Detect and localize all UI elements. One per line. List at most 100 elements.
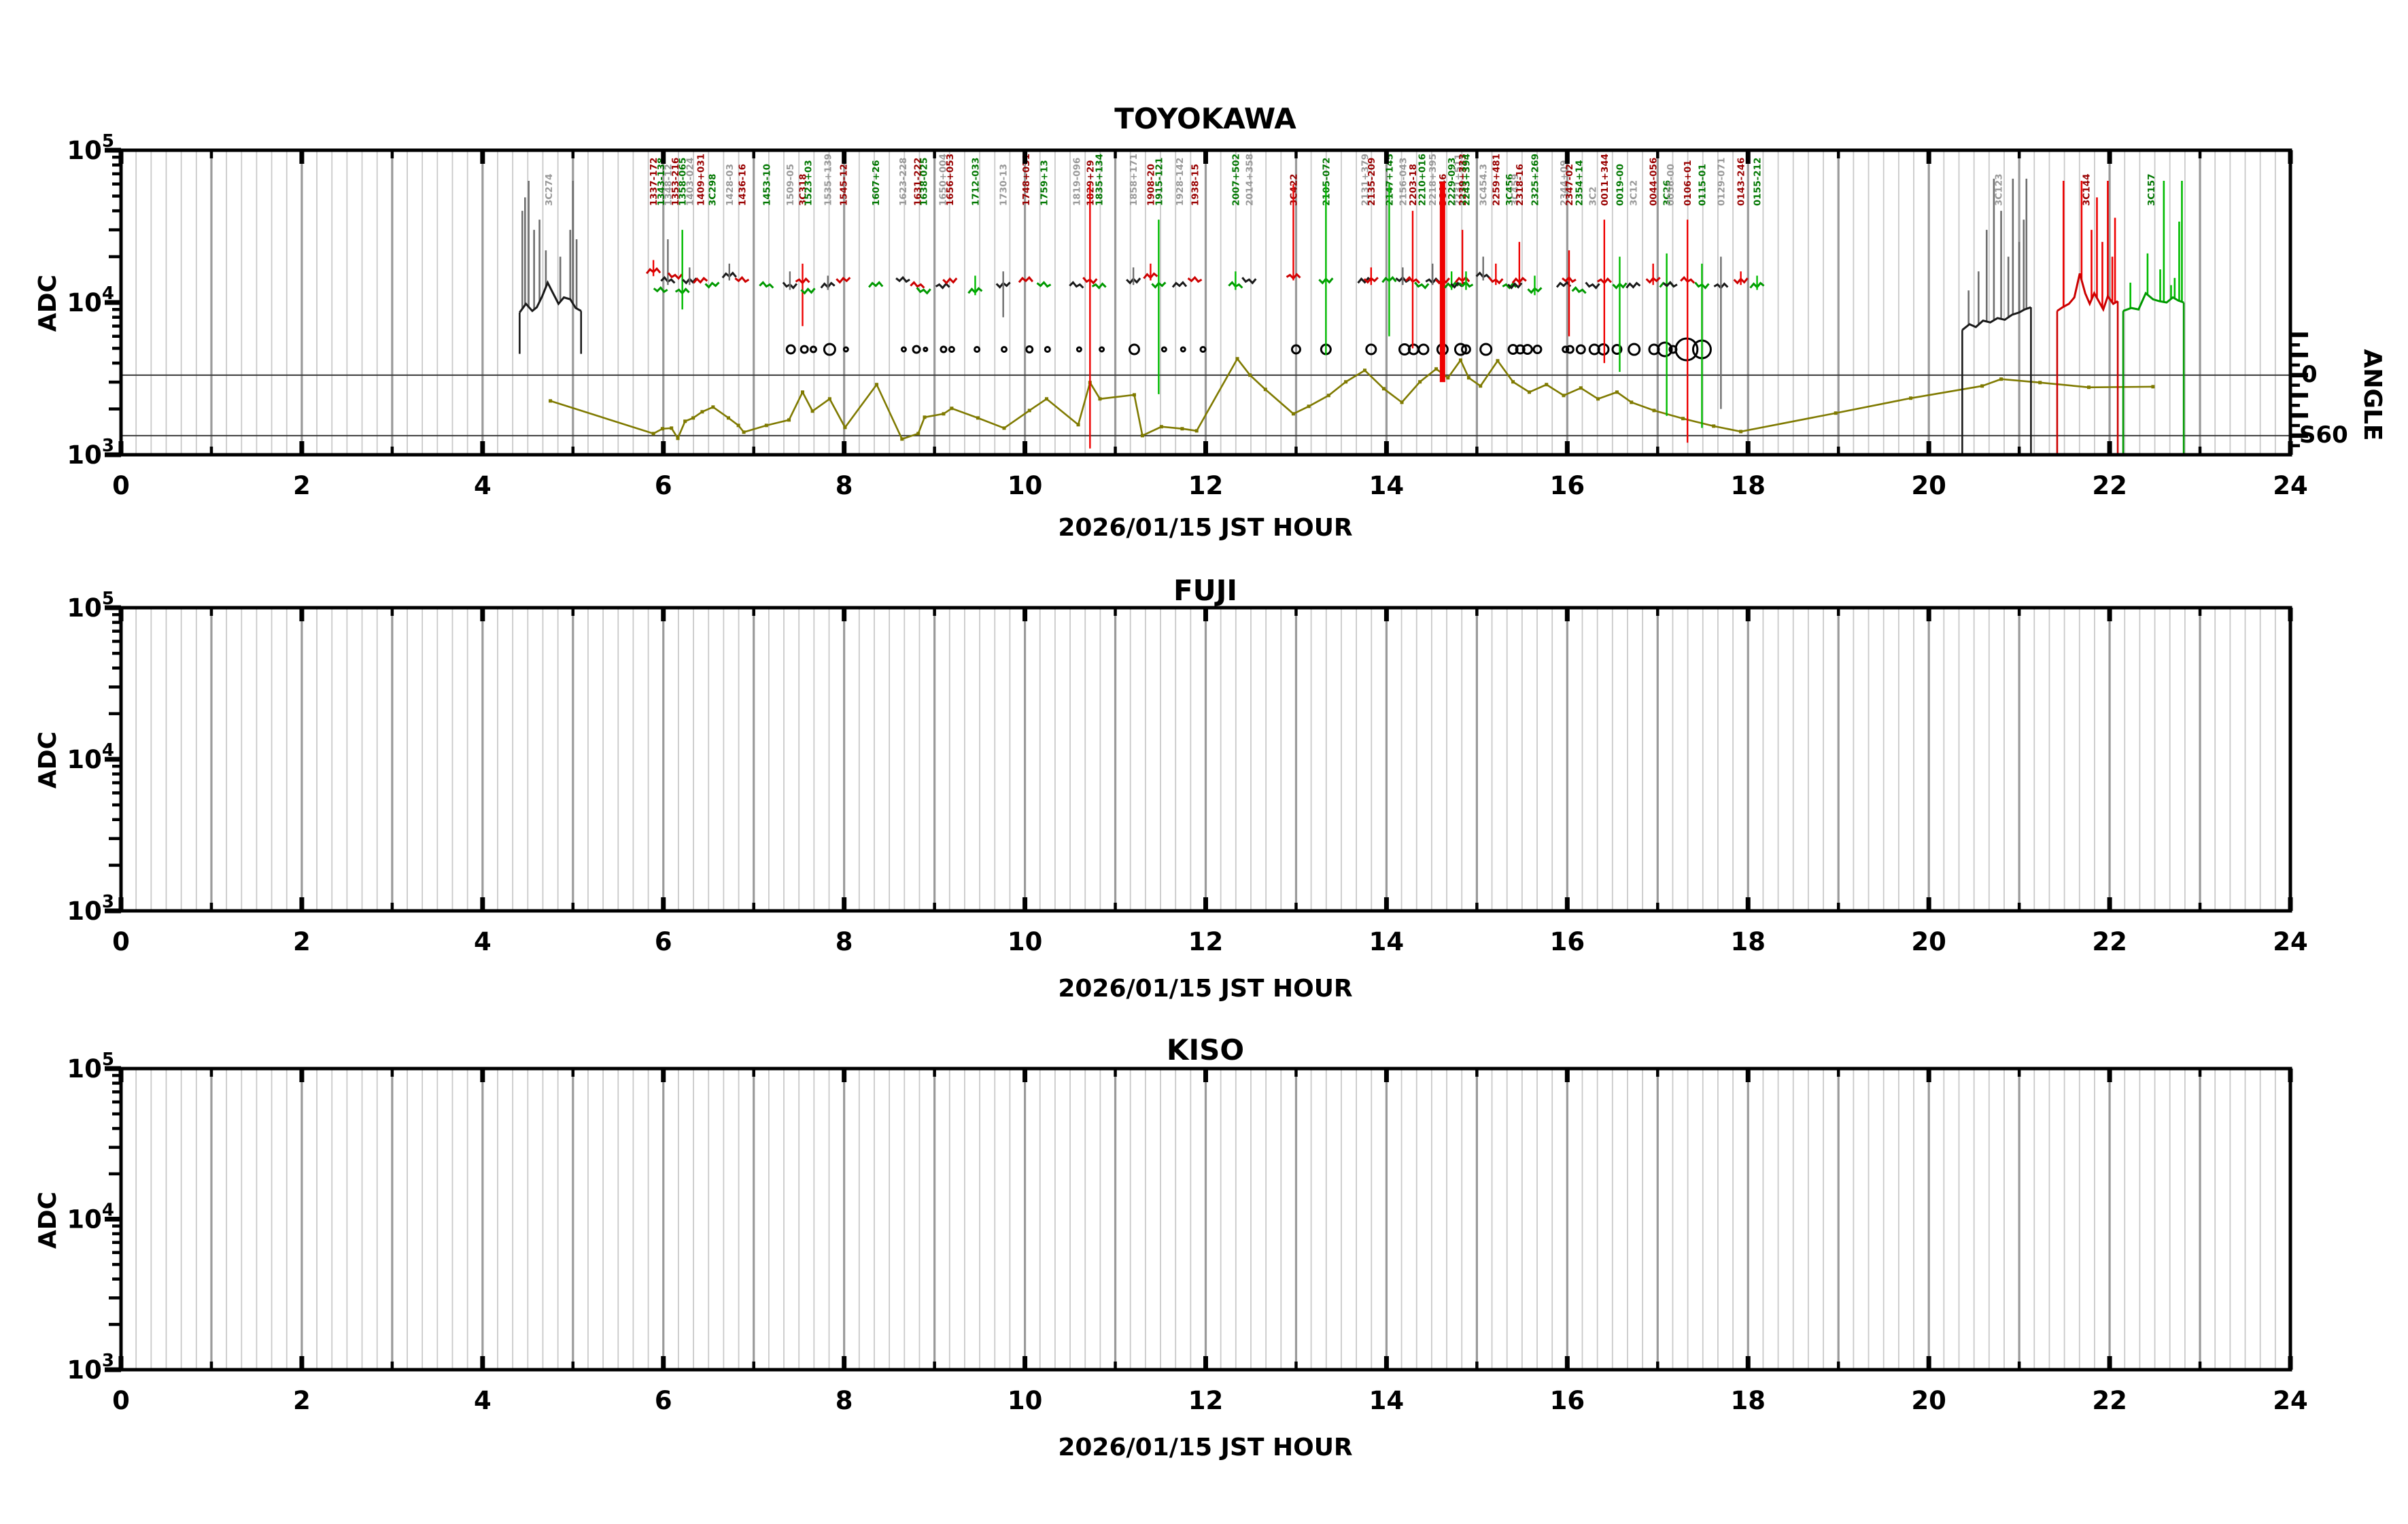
source-data-2014+358: [1241, 277, 1257, 285]
source-data-2318-16: [1511, 241, 1527, 285]
source-data-1353-216: [667, 272, 683, 280]
source-label: 2318-16: [1515, 164, 1526, 206]
x-tick-label: 4: [474, 927, 492, 956]
source-label: 3C274: [544, 174, 555, 206]
axes-1: [105, 605, 2293, 914]
source-label: 1353-216: [670, 158, 681, 206]
x-tick-label: 12: [1188, 1386, 1224, 1415]
source-data-2203-18: [1405, 211, 1421, 349]
x-tick-label: 6: [655, 471, 672, 500]
source-label: 1938-15: [1190, 164, 1201, 206]
source-data-1523+03: [800, 288, 816, 295]
source-1748+031: 1748+031: [1021, 154, 1032, 206]
x-tick-label: 16: [1550, 1386, 1585, 1415]
source-label: 0143-246: [1736, 158, 1747, 206]
x-tick-label: 8: [836, 1386, 853, 1415]
source-label: 1759+13: [1039, 160, 1050, 206]
source-2243+394: 2243+394: [1461, 154, 1472, 206]
source-label: 1858+171: [1129, 154, 1139, 206]
source-3C298: 3C298: [708, 174, 719, 206]
source-label: 1348-12: [663, 164, 674, 206]
source-label: 2105-072: [1321, 158, 1332, 206]
x-tick-label: 20: [1911, 471, 1946, 500]
scan-circles: [785, 337, 1712, 362]
axes-2: [105, 1066, 2293, 1372]
source-label: 3C454.3: [1479, 164, 1490, 206]
source-data-1638-025: [916, 287, 931, 295]
source-label: 3C298: [708, 174, 719, 206]
x-tick-label: 6: [655, 927, 672, 956]
source-3C123: 3C123: [1994, 174, 2005, 206]
source-label: 0011+344: [1600, 154, 1611, 206]
source-1631-222: 1631-222: [912, 158, 923, 206]
x-tick-label: 18: [1731, 1386, 1766, 1415]
source-1623-228: 1623-228: [898, 158, 909, 206]
x-tick-label: 2: [293, 1386, 311, 1415]
source-0129-071: 0129-071: [1716, 158, 1727, 206]
x-tick-label: 12: [1188, 927, 1224, 956]
y-tick-labels-1: 105 104 103: [67, 589, 114, 926]
source-data-0106+01: [1680, 220, 1696, 443]
source-label: 0129-071: [1716, 158, 1727, 206]
x-tick-label: 4: [474, 1386, 492, 1415]
x-tick-label: 24: [2273, 927, 2308, 956]
source-1915-121: 1915-121: [1154, 158, 1165, 206]
source-data-2325+269: [1527, 275, 1543, 296]
source-label: 2229-093: [1447, 158, 1458, 206]
source-2239+333: 2239+333: [1458, 154, 1468, 206]
source-data-1829+29: [1082, 184, 1098, 449]
source-data-3C318: [795, 263, 810, 326]
source-label: 1656+053: [945, 154, 956, 206]
x-tick-labels-1: 0 2 4 6 8 10 12 14 16 18 20 22 24: [112, 927, 2308, 956]
burst-3C123: [1961, 178, 2032, 455]
source-2231+511: 2231+511: [1453, 154, 1464, 206]
source-label: 1509-05: [785, 164, 796, 206]
x-tick-label: 4: [474, 471, 492, 500]
source-1428-03: 1428-03: [725, 164, 736, 206]
source-3C454.3: 3C454.3: [1479, 164, 1490, 206]
source-data-1650+004: [935, 282, 950, 290]
source-data-1858+171: [1126, 267, 1141, 285]
source-1858+171: 1858+171: [1129, 154, 1139, 206]
x-tick-label: 24: [2273, 471, 2308, 500]
x-tick-label: 14: [1369, 471, 1405, 500]
source-label: 2259+481: [1491, 154, 1502, 206]
x-tick-label: 16: [1550, 471, 1585, 500]
x-axis-label-2: 2026/01/15 JST HOUR: [1058, 975, 1353, 1003]
source-data-1509-05: [782, 271, 798, 290]
x-tick-label: 2: [293, 927, 311, 956]
y-tick-labels-0: 105 104 103: [67, 131, 114, 470]
source-label: 0115-01: [1697, 164, 1708, 206]
source-3C157: 3C157: [2146, 174, 2157, 206]
source-label: 1829+29: [1085, 160, 1096, 206]
source-2105-072: 2105-072: [1321, 158, 1332, 206]
x-tick-label: 2: [293, 471, 311, 500]
source-label: 0056-00: [1666, 164, 1676, 206]
source-data-1358-065: [674, 230, 690, 310]
source-label: 1638-025: [919, 158, 930, 206]
x-tick-label: 20: [1911, 927, 1946, 956]
x-tick-label: 14: [1369, 927, 1405, 956]
source-2325+269: 2325+269: [1530, 154, 1541, 206]
y-tick-label: 104: [67, 740, 114, 774]
source-2203-18: 2203-18: [1408, 164, 1419, 206]
source-1908-20: 1908-20: [1146, 164, 1156, 206]
y-tick-label: 103: [67, 892, 114, 926]
source-data-1915-121: [1151, 220, 1167, 394]
source-label: 2347-02: [1564, 164, 1575, 206]
source-label: 3C12: [1628, 180, 1639, 206]
source-1343-138: 1343-138: [656, 158, 667, 206]
source-data-3C422: [1286, 184, 1301, 281]
source-data-1819-096: [1069, 281, 1084, 289]
source-2007+502: 2007+502: [1231, 154, 1241, 206]
panel-title-toyokawa: TOYOKAWA: [1114, 102, 1296, 135]
source-1353-216: 1353-216: [670, 158, 681, 206]
source-1337-172: 1337-172: [649, 158, 659, 206]
source-3C318: 3C318: [798, 174, 809, 206]
source-data-2147+145: [1381, 184, 1397, 336]
y-tick-label: 104: [67, 283, 114, 317]
source-data-1607+26: [868, 281, 884, 288]
source-label: 1358-065: [678, 158, 689, 206]
source-label: 3C144: [2082, 174, 2093, 206]
